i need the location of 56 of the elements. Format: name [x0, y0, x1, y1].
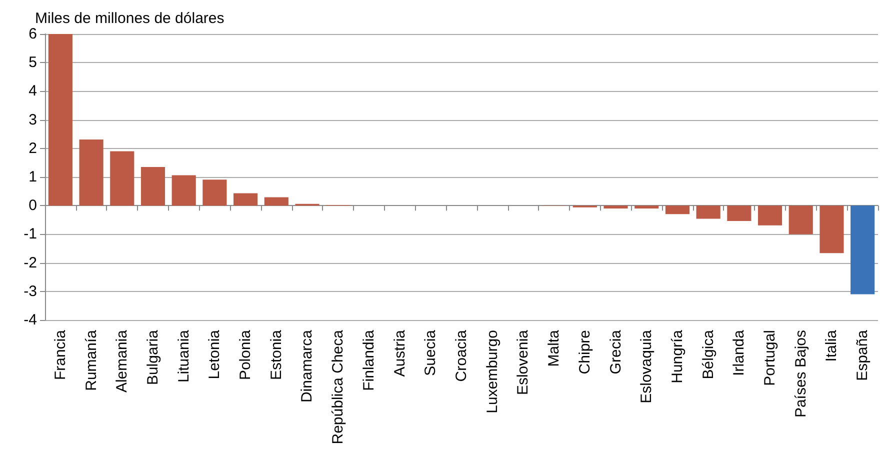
bar	[604, 206, 628, 208]
y-tick-label: 3	[28, 111, 37, 128]
x-tick-label: Eslovaquia	[638, 329, 656, 404]
x-tick-label: Dinamarca	[298, 329, 316, 403]
x-tick-label: Grecia	[607, 329, 624, 374]
bar	[140, 166, 166, 206]
x-tick-label: Croacia	[453, 329, 470, 382]
x-tick-label: Estonia	[268, 329, 285, 380]
x-tick-label: Bélgica	[700, 329, 717, 380]
x-tick-label: Malta	[546, 329, 563, 367]
y-tick-label: 6	[28, 26, 37, 42]
x-tick-label: Alemania	[114, 329, 131, 393]
bar	[696, 206, 720, 219]
x-tick-label: Bulgaria	[144, 329, 162, 386]
y-tick-label: -2	[24, 254, 37, 272]
bar	[79, 140, 104, 206]
x-tick-label: Francia	[52, 329, 69, 380]
bar	[850, 206, 875, 294]
bar	[788, 206, 813, 234]
y-axis-title: Miles de millones de dólares	[35, 10, 224, 27]
y-tick-label: -1	[24, 226, 37, 243]
x-tick-label: Países Bajos	[792, 330, 810, 418]
x-tick-label: Lituania	[175, 329, 192, 383]
bar	[110, 151, 134, 206]
y-tick-label: -3	[24, 282, 37, 300]
y-tick-label: 5	[28, 54, 37, 72]
y-tick-label: 2	[28, 140, 37, 157]
x-tick-label: Eslovenia	[514, 329, 532, 396]
bar	[665, 206, 690, 214]
bar	[820, 206, 844, 254]
bar	[727, 206, 752, 222]
x-tick-label: Suecia	[422, 329, 440, 376]
y-tick-label: 4	[28, 82, 37, 100]
x-tick-label: Chipre	[576, 330, 594, 374]
x-tick-label: Finlandia	[360, 329, 378, 391]
x-tick-label: Italia	[823, 329, 840, 362]
bar	[758, 206, 782, 226]
x-tick-label: España	[854, 329, 872, 381]
bar	[234, 193, 258, 206]
bar	[202, 180, 227, 206]
bar	[264, 197, 288, 206]
bar	[634, 206, 659, 208]
bar	[172, 175, 196, 206]
x-tick-label: Portugal	[762, 330, 779, 386]
x-tick-label: Letonia	[206, 329, 224, 380]
y-tick-label: 0	[28, 197, 37, 214]
x-tick-label: Austria	[391, 329, 408, 377]
x-tick-label: Luxemburgo	[484, 330, 501, 414]
bar	[48, 34, 72, 206]
y-tick-label: -4	[24, 312, 37, 328]
x-tick-label: Polonia	[237, 329, 254, 380]
x-tick-label: República Checa	[330, 329, 347, 444]
x-tick-label: Rumanía	[82, 329, 100, 391]
y-tick-label: 1	[28, 168, 37, 186]
x-tick-label: Irlanda	[730, 329, 748, 376]
x-tick-label: Hungría	[668, 329, 686, 384]
